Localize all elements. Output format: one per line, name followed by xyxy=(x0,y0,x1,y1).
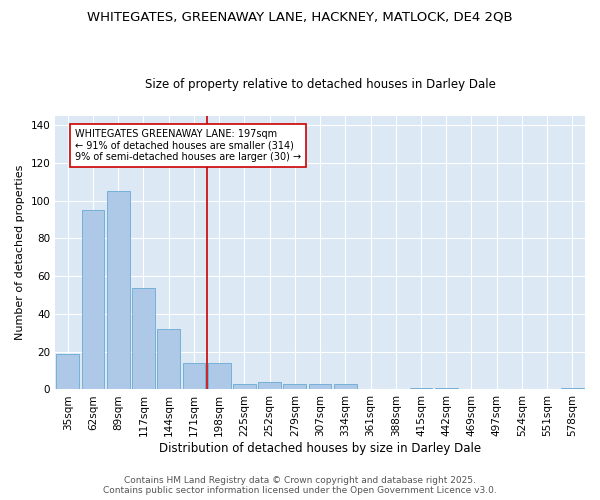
Bar xyxy=(334,384,356,390)
Bar xyxy=(56,354,79,390)
Bar xyxy=(157,329,180,390)
Bar xyxy=(258,382,281,390)
Bar xyxy=(309,384,331,390)
Bar xyxy=(132,288,155,390)
Bar xyxy=(82,210,104,390)
Bar xyxy=(283,384,306,390)
Bar xyxy=(561,388,584,390)
Bar xyxy=(107,192,130,390)
X-axis label: Distribution of detached houses by size in Darley Dale: Distribution of detached houses by size … xyxy=(159,442,481,455)
Bar xyxy=(182,363,205,390)
Text: WHITEGATES, GREENAWAY LANE, HACKNEY, MATLOCK, DE4 2QB: WHITEGATES, GREENAWAY LANE, HACKNEY, MAT… xyxy=(87,10,513,23)
Bar xyxy=(208,363,230,390)
Title: Size of property relative to detached houses in Darley Dale: Size of property relative to detached ho… xyxy=(145,78,496,91)
Bar xyxy=(435,388,458,390)
Bar xyxy=(233,384,256,390)
Text: WHITEGATES GREENAWAY LANE: 197sqm
← 91% of detached houses are smaller (314)
9% : WHITEGATES GREENAWAY LANE: 197sqm ← 91% … xyxy=(76,129,301,162)
Text: Contains HM Land Registry data © Crown copyright and database right 2025.
Contai: Contains HM Land Registry data © Crown c… xyxy=(103,476,497,495)
Bar xyxy=(410,388,433,390)
Y-axis label: Number of detached properties: Number of detached properties xyxy=(15,165,25,340)
